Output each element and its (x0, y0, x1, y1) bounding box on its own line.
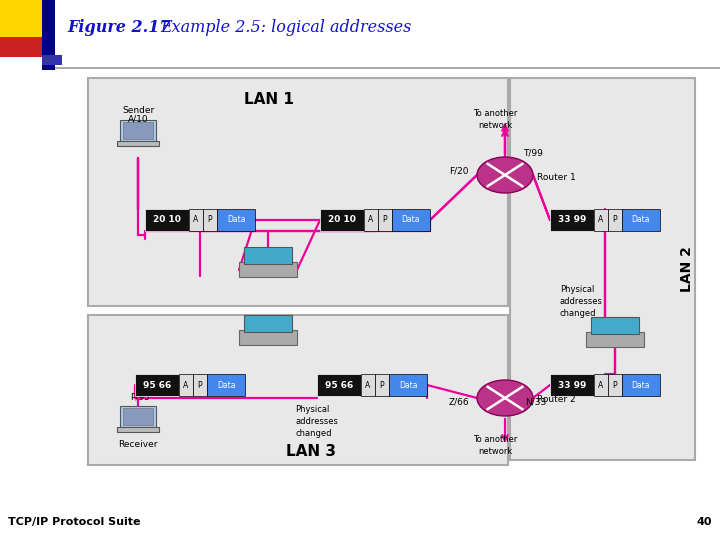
Bar (392, 209, 430, 231)
Bar (243, 247, 292, 264)
Bar (135, 374, 179, 396)
Text: LAN 1: LAN 1 (243, 92, 294, 107)
Text: 20 10: 20 10 (153, 215, 181, 225)
Bar (207, 374, 245, 396)
Bar (239, 262, 297, 278)
Text: Data: Data (402, 215, 420, 225)
Bar (42, 55, 62, 65)
Bar (389, 374, 427, 396)
Bar (189, 209, 203, 231)
Text: P: P (198, 381, 202, 389)
Bar (375, 374, 389, 396)
Text: A: A (369, 215, 374, 225)
Text: Physical
addresses
changed: Physical addresses changed (295, 405, 338, 437)
Bar (317, 374, 361, 396)
Text: Data: Data (399, 381, 418, 389)
Bar (608, 374, 622, 396)
Text: 33 99: 33 99 (558, 215, 586, 225)
Bar (378, 209, 392, 231)
Bar (594, 374, 608, 396)
Text: network: network (478, 120, 512, 130)
Text: Data: Data (631, 381, 650, 389)
Text: P/95: P/95 (130, 392, 150, 401)
Bar (550, 209, 594, 231)
Bar (123, 122, 153, 139)
Text: T/99: T/99 (523, 148, 543, 158)
Bar (622, 374, 660, 396)
Text: Z/66: Z/66 (449, 397, 469, 407)
Bar (117, 427, 159, 432)
Text: Data: Data (227, 215, 246, 225)
Bar (510, 78, 695, 460)
Bar (622, 209, 660, 231)
Bar (117, 140, 159, 146)
Text: TCP/IP Protocol Suite: TCP/IP Protocol Suite (8, 517, 140, 527)
Bar (361, 374, 375, 396)
Bar (42, 0, 55, 70)
Text: 33 99: 33 99 (558, 381, 586, 389)
Bar (145, 209, 189, 231)
Text: Figure 2.17: Figure 2.17 (67, 19, 171, 37)
Text: Data: Data (217, 381, 235, 389)
Text: LAN 2: LAN 2 (680, 246, 694, 292)
Text: P: P (383, 215, 387, 225)
Bar (0, 0, 50, 50)
Text: P: P (207, 215, 212, 225)
Bar (88, 78, 508, 306)
Text: LAN 3: LAN 3 (286, 443, 336, 458)
Text: A: A (184, 381, 189, 389)
Text: Data: Data (631, 215, 650, 225)
Text: network: network (478, 448, 512, 456)
Text: A: A (598, 381, 603, 389)
Bar (217, 209, 255, 231)
Bar (120, 406, 156, 427)
Text: 20 10: 20 10 (328, 215, 356, 225)
Text: F/20: F/20 (449, 166, 469, 176)
Text: A: A (194, 215, 199, 225)
Text: Sender: Sender (122, 106, 154, 115)
Text: To another: To another (473, 435, 517, 444)
Bar (193, 374, 207, 396)
Bar (608, 209, 622, 231)
Bar (203, 209, 217, 231)
Text: To another: To another (473, 109, 517, 118)
Bar (88, 315, 508, 465)
Bar (120, 120, 156, 141)
Ellipse shape (477, 380, 533, 416)
Bar (586, 332, 644, 347)
Text: A: A (598, 215, 603, 225)
Text: Example 2.5: logical addresses: Example 2.5: logical addresses (160, 19, 411, 37)
Text: Router 1: Router 1 (537, 172, 576, 181)
Bar (179, 374, 193, 396)
Text: 95 66: 95 66 (325, 381, 353, 389)
Text: A/10: A/10 (128, 114, 148, 123)
Text: Physical
addresses
changed: Physical addresses changed (560, 285, 603, 318)
Text: Receiver: Receiver (118, 440, 158, 449)
Text: 40: 40 (696, 517, 712, 527)
Bar (239, 330, 297, 346)
Bar (243, 315, 292, 332)
Bar (594, 209, 608, 231)
Bar (550, 374, 594, 396)
Bar (123, 408, 153, 424)
Bar (364, 209, 378, 231)
Ellipse shape (477, 157, 533, 193)
Text: P: P (613, 215, 617, 225)
Text: P: P (379, 381, 384, 389)
Text: A: A (365, 381, 371, 389)
Bar (320, 209, 364, 231)
Text: 95 66: 95 66 (143, 381, 171, 389)
Text: Router 2: Router 2 (537, 395, 575, 404)
Text: N/33: N/33 (525, 397, 546, 407)
Bar (0, 37, 42, 57)
Text: P: P (613, 381, 617, 389)
Bar (590, 318, 639, 334)
